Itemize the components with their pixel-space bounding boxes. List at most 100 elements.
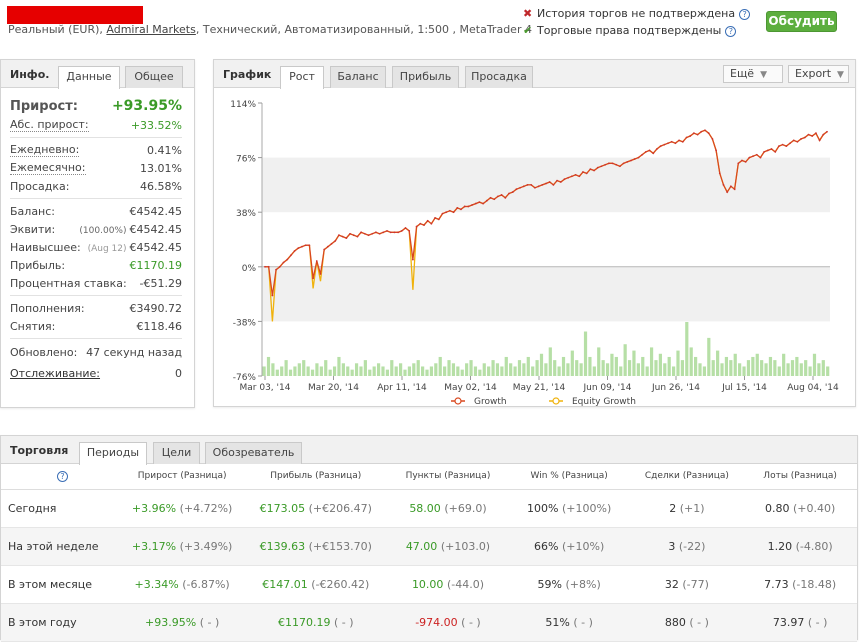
- growth-point: [722, 184, 725, 186]
- tab-browser[interactable]: Обозреватель: [205, 442, 302, 464]
- diff-pips: (+69.0): [444, 501, 487, 515]
- volume-bar: [491, 360, 495, 376]
- highest-label: Наивысшее:: [10, 240, 81, 254]
- tab-data[interactable]: Данные: [58, 66, 120, 89]
- daily-value: 0.41%: [147, 143, 182, 157]
- volume-bar: [570, 350, 574, 376]
- growth-point: [278, 265, 281, 268]
- deposits-value: €3490.72: [129, 301, 183, 315]
- growth-point: [766, 149, 769, 152]
- growth-point: [667, 142, 669, 145]
- growth-point: [338, 234, 340, 237]
- updated-value: 47 секунд назад: [86, 345, 182, 359]
- help-icon[interactable]: ?: [57, 470, 68, 482]
- volume-bar: [782, 353, 786, 376]
- volume-bar: [632, 350, 636, 376]
- trading-panel: Торговля Периоды Цели Обозреватель ? При…: [0, 435, 858, 642]
- volume-bar: [337, 356, 341, 376]
- growth-point: [807, 133, 810, 136]
- diff-trades: (+1): [679, 501, 705, 515]
- help-icon[interactable]: ?: [739, 8, 751, 20]
- table-row: Сегодня +3.96% (+4.72%) €173.05 (+€206.47)…: [1, 489, 857, 528]
- volume-bar: [469, 360, 473, 376]
- withdrawals-value: €118.46: [136, 319, 183, 333]
- growth-point: [382, 231, 385, 234]
- table-row: В этом месяце +3.34% (-6.87%) €147.01 (-€2…: [1, 565, 857, 604]
- volume-bar: [403, 369, 407, 376]
- table-row: На этой неделе +3.17% (+3.49%) €139.63 (+€…: [1, 527, 857, 566]
- volume-bar: [425, 369, 429, 376]
- growth-point: [297, 247, 300, 250]
- growth-point: [371, 232, 374, 235]
- growth-point: [345, 237, 348, 239]
- help-icon[interactable]: ?: [725, 25, 737, 37]
- volume-bar: [614, 356, 618, 376]
- growth-point: [692, 132, 695, 135]
- volume-bar: [641, 356, 645, 376]
- tab-drawdown[interactable]: Просадка: [465, 66, 533, 88]
- volume-bar: [729, 360, 733, 376]
- growth-point: [275, 268, 277, 271]
- abs-growth-label: Абс. прирост:: [10, 118, 89, 132]
- growth-point: [674, 142, 677, 145]
- tab-balance[interactable]: Баланс: [330, 66, 386, 88]
- volume-bar: [460, 369, 464, 376]
- volume-bar: [742, 366, 746, 376]
- growth-label: Прирост:: [10, 98, 78, 114]
- chart-title: График: [223, 68, 272, 81]
- info-title: Инфо.: [10, 68, 50, 81]
- volume-bar: [398, 363, 403, 376]
- volume-bar: [826, 366, 830, 376]
- growth-point: [334, 240, 337, 242]
- tracking-link[interactable]: Отслеживание:: [10, 366, 101, 380]
- broker-link[interactable]: Admiral Markets: [106, 23, 196, 36]
- volume-bar: [733, 353, 737, 376]
- volume-bar: [773, 360, 777, 376]
- value-pips: 47.00: [405, 539, 438, 553]
- growth-point: [282, 261, 285, 264]
- tab-general[interactable]: Общее: [125, 66, 183, 88]
- growth-point: [611, 162, 614, 165]
- row-label: В этом году: [1, 603, 121, 642]
- diff-win: ( - ): [573, 615, 593, 629]
- legend-label: Equity Growth: [572, 397, 636, 406]
- diff-lots: ( - ): [807, 615, 828, 629]
- growth-point: [670, 140, 673, 143]
- volume-bar: [451, 363, 456, 376]
- grid-band: [262, 157, 830, 213]
- value-profit: €147.01: [262, 577, 308, 591]
- growth-point: [400, 229, 403, 232]
- tab-growth[interactable]: Рост: [280, 66, 324, 89]
- growth-point: [818, 139, 821, 142]
- tab-profit[interactable]: Прибыль: [392, 66, 459, 88]
- diff-win: (+10%): [562, 539, 605, 553]
- tab-periods[interactable]: Периоды: [79, 442, 147, 465]
- growth-point: [755, 153, 758, 156]
- growth-point: [681, 140, 684, 143]
- trading-title: Торговля: [10, 444, 69, 457]
- export-dropdown[interactable]: Export ▼: [788, 65, 849, 83]
- volume-bar: [808, 366, 812, 376]
- growth-point: [707, 132, 710, 135]
- col-profit: Прибыль (Разница): [243, 464, 389, 490]
- more-dropdown[interactable]: Ещё ▼: [723, 65, 783, 83]
- volume-bar: [786, 363, 790, 376]
- tab-goals[interactable]: Цели: [153, 442, 200, 464]
- growth-point: [467, 205, 470, 208]
- diff-profit: (+€206.47): [308, 501, 372, 515]
- growth-point: [600, 165, 603, 168]
- growth-point: [589, 168, 592, 170]
- cell-trades: 2 (+1): [630, 489, 744, 528]
- volume-bar: [623, 344, 627, 376]
- value-trades: 3: [668, 539, 676, 553]
- discuss-button[interactable]: Обсудить: [766, 11, 837, 32]
- growth-point: [411, 258, 414, 261]
- diff-trades: (-77): [682, 577, 709, 591]
- volume-bar: [597, 347, 601, 376]
- growth-point: [778, 145, 780, 148]
- growth-point: [434, 217, 436, 219]
- volume-bar: [557, 366, 561, 376]
- volume-bar: [720, 363, 724, 376]
- growth-point: [301, 245, 303, 248]
- growth-point: [393, 231, 396, 234]
